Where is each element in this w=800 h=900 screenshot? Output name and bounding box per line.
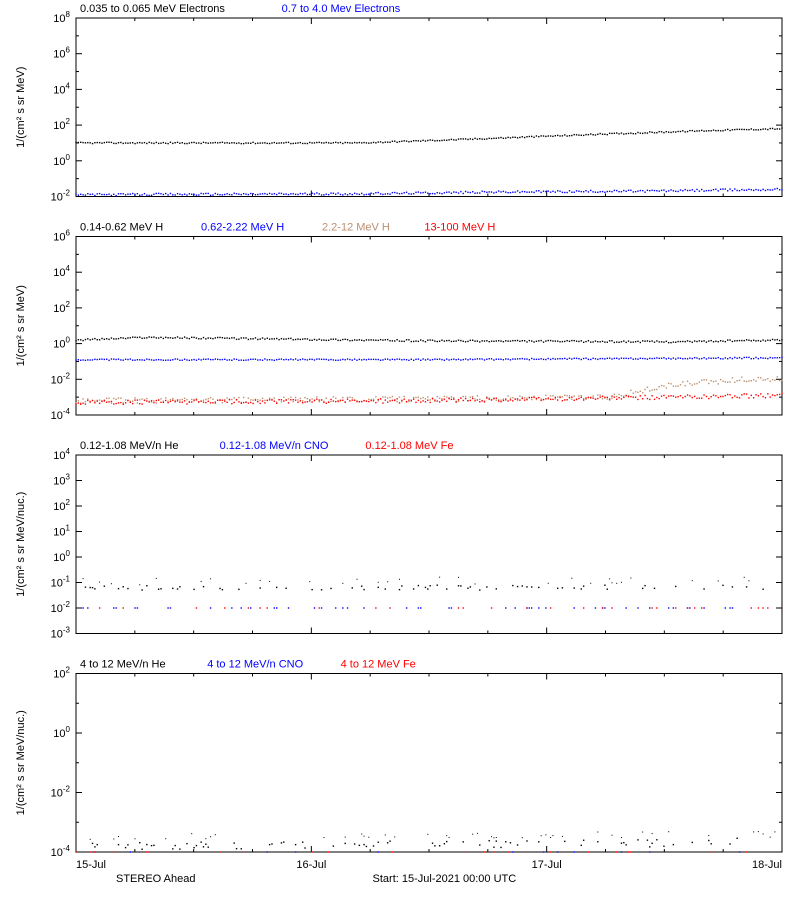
legend-item: 4 to 12 MeV/n He [80,659,166,671]
legend-item: 0.62-2.22 MeV H [201,222,284,234]
legend-item: 13-100 MeV H [424,222,495,234]
x-tick-label: 18-Jul [752,859,782,871]
legend-item: 0.035 to 0.065 MeV Electrons [80,3,225,15]
legend-item: 0.14-0.62 MeV H [80,222,163,234]
legend-item: 0.7 to 4.0 Mev Electrons [282,3,401,15]
x-tick-label: 16-Jul [296,859,326,871]
chart-container: 10-21001021041061081/(cm² s sr MeV)0.035… [0,0,800,900]
x-tick-label: 17-Jul [532,859,562,871]
y-axis-label: 1/(cm² s sr MeV/nuc.) [15,710,27,815]
legend-item: 0.12-1.08 MeV Fe [365,440,453,452]
legend-item: 4 to 12 MeV Fe [341,659,416,671]
x-tick-label: 15-Jul [76,859,106,871]
legend-item: 0.12-1.08 MeV/n He [80,440,178,452]
y-axis-label: 1/(cm² s sr MeV/nuc.) [15,492,27,597]
footer-left: STEREO Ahead [116,873,196,885]
legend-item: 2.2-12 MeV H [322,222,390,234]
legend-item: 4 to 12 MeV/n CNO [207,659,303,671]
legend-item: 0.12-1.08 MeV/n CNO [220,440,329,452]
y-axis-label: 1/(cm² s sr MeV) [15,67,27,148]
y-axis-label: 1/(cm² s sr MeV) [15,285,27,366]
footer-right: Start: 15-Jul-2021 00:00 UTC [373,873,517,885]
